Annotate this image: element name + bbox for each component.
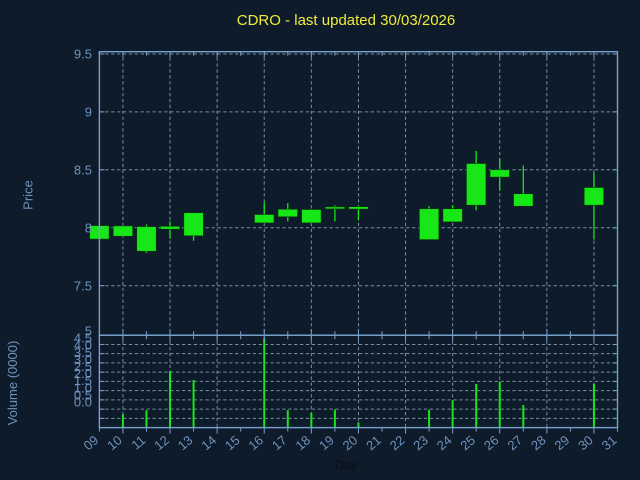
svg-text:9: 9 bbox=[85, 105, 92, 120]
svg-text:7.5: 7.5 bbox=[74, 279, 92, 294]
svg-text:Volume (0000): Volume (0000) bbox=[5, 341, 20, 426]
svg-text:Day: Day bbox=[334, 457, 358, 472]
svg-text:CDRO - last updated 30/03/2026: CDRO - last updated 30/03/2026 bbox=[237, 12, 455, 29]
svg-text:Price: Price bbox=[21, 180, 36, 210]
svg-text:0.0: 0.0 bbox=[74, 395, 92, 410]
svg-text:9.5: 9.5 bbox=[74, 47, 92, 62]
svg-text:8.5: 8.5 bbox=[74, 163, 92, 178]
svg-text:8: 8 bbox=[85, 221, 92, 236]
